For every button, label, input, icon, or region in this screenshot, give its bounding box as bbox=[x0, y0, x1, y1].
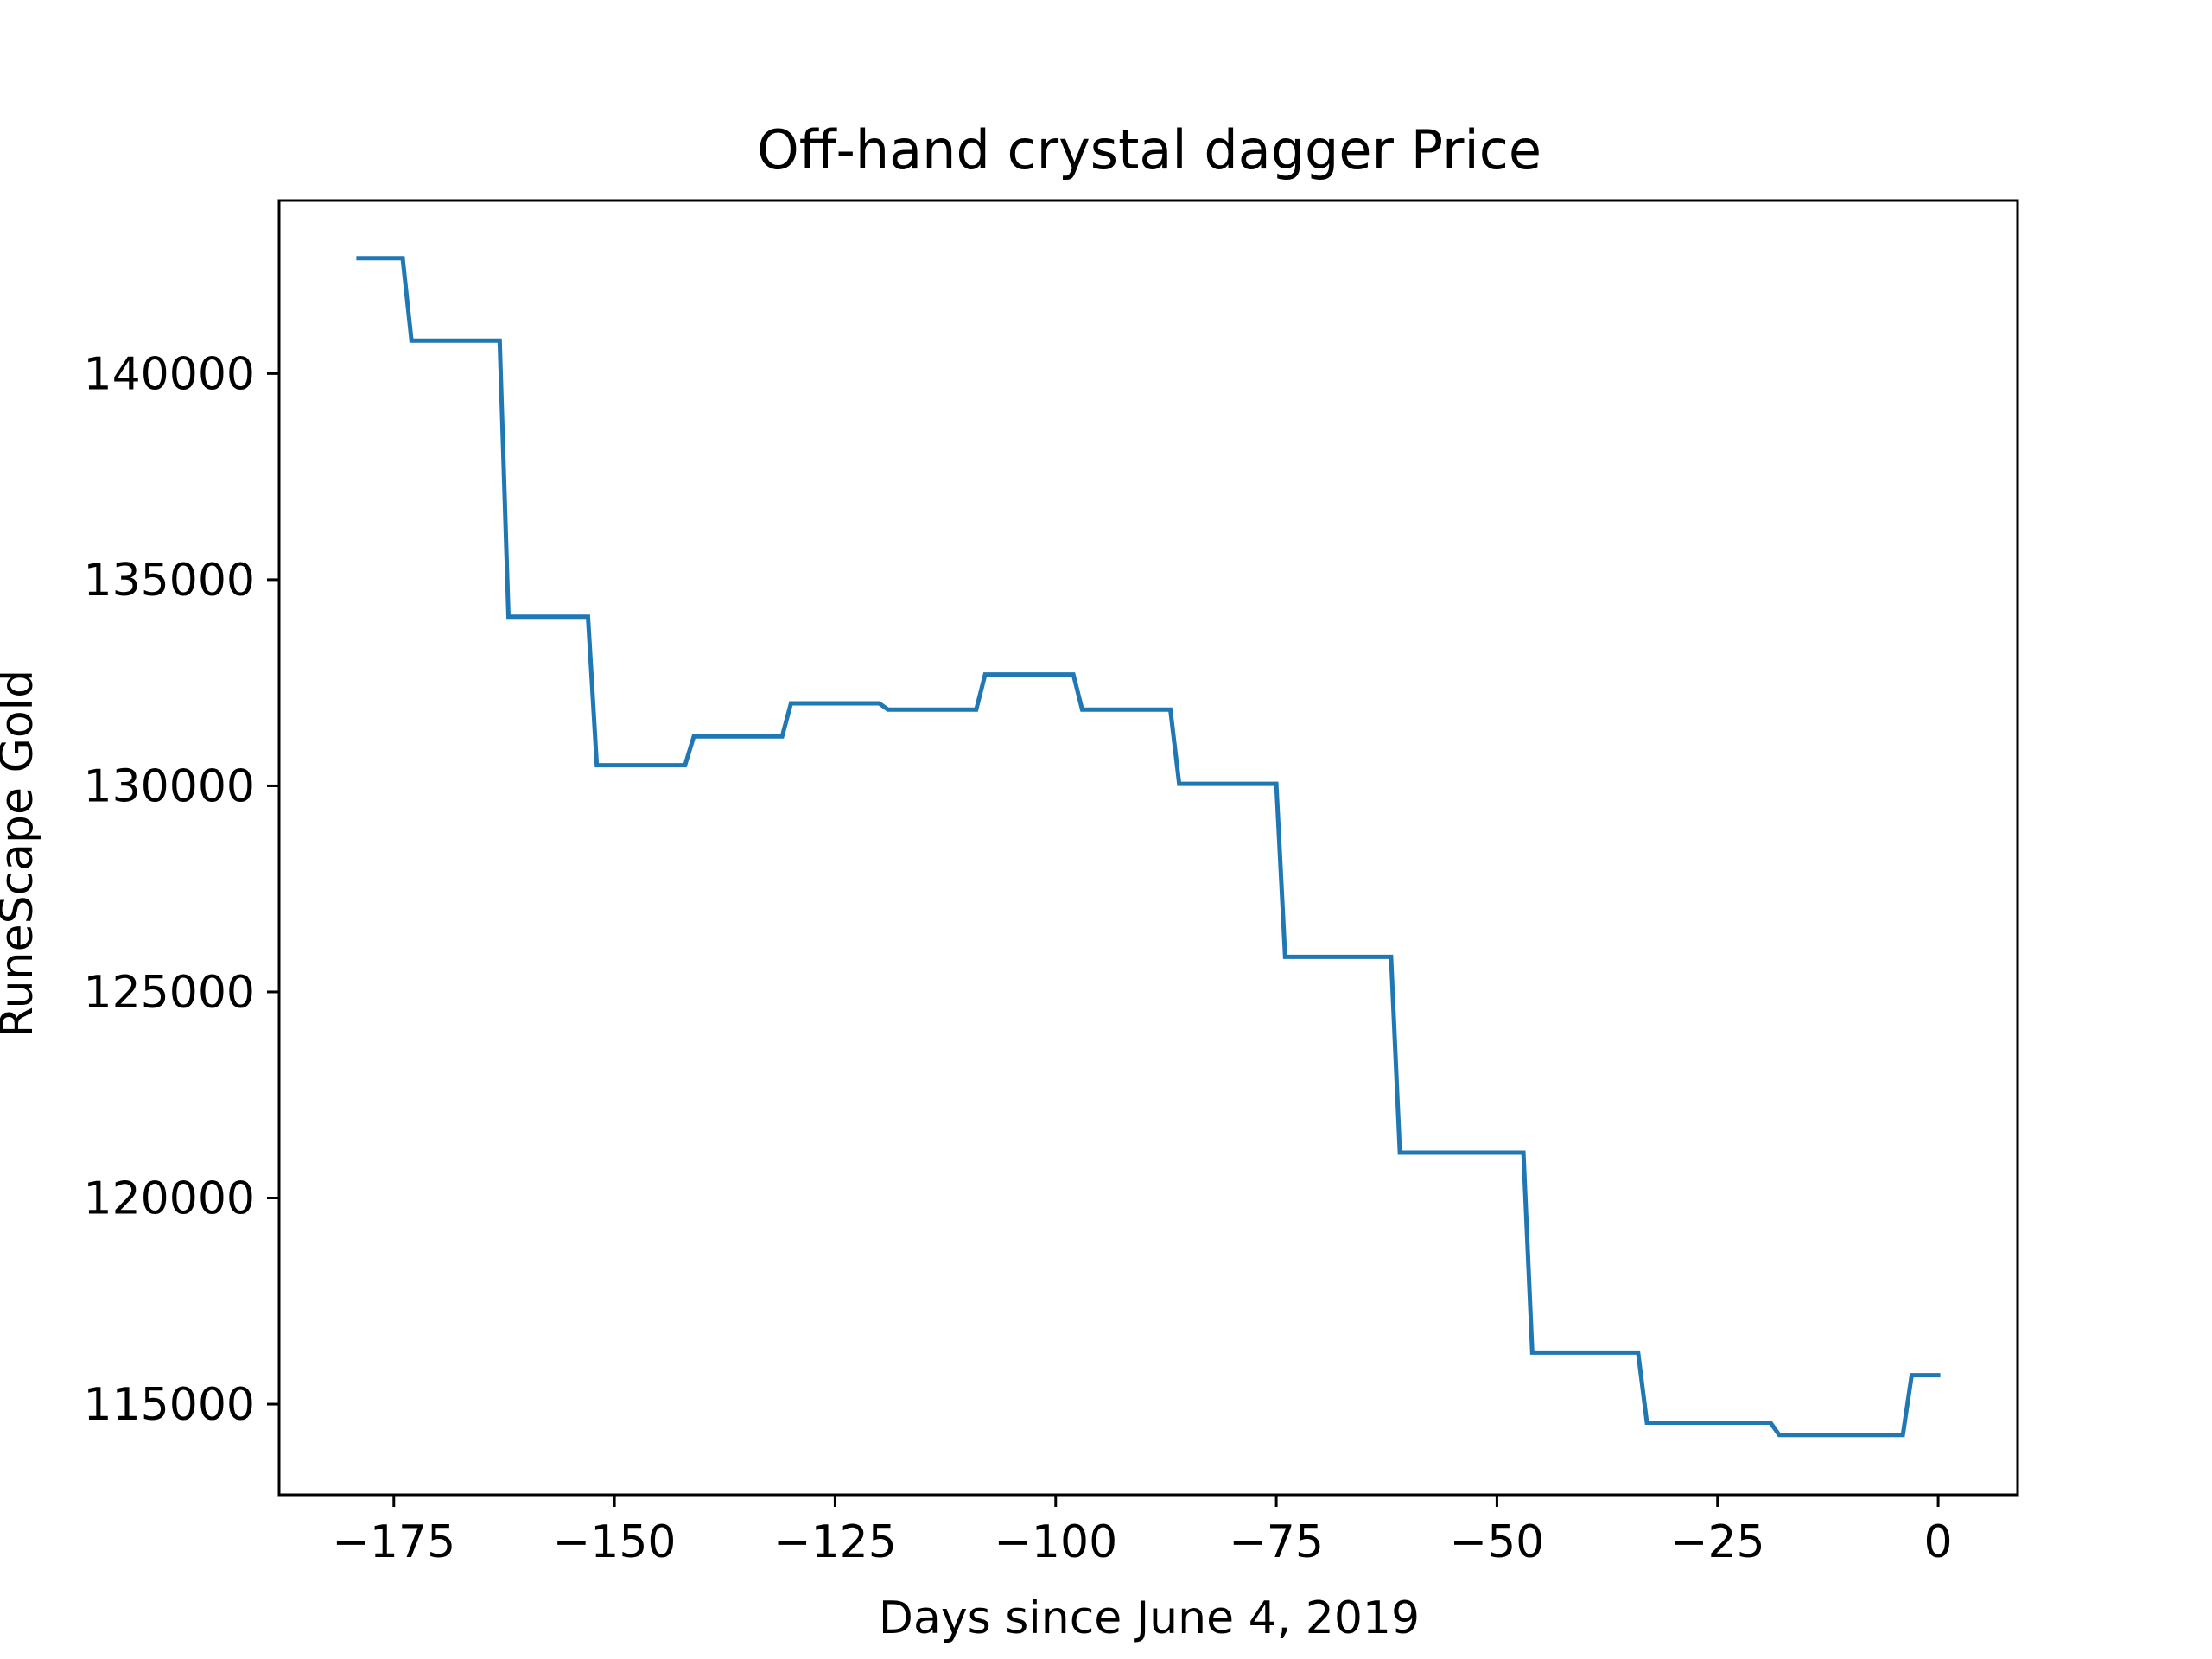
x-tick-label: −25 bbox=[1670, 1516, 1765, 1568]
y-tick-label: 140000 bbox=[83, 348, 255, 400]
series-line-0 bbox=[356, 256, 1941, 1438]
plot-area: −175 −150 −125 −100 −75 −50 −25 0 115000 120000 12… bbox=[83, 199, 2019, 1568]
y-tick-label: 130000 bbox=[83, 760, 255, 812]
x-tick-label: 0 bbox=[1924, 1516, 1953, 1568]
y-axis-label: RuneScape Gold bbox=[0, 670, 43, 1038]
y-tick-label: 135000 bbox=[83, 555, 255, 607]
x-tick-label: −75 bbox=[1229, 1516, 1324, 1568]
x-tick-label: −50 bbox=[1450, 1516, 1545, 1568]
x-tick-label: −175 bbox=[332, 1516, 455, 1568]
x-axis-label: Days since June 4, 2019 bbox=[879, 1592, 1420, 1644]
chart-title: Off-hand crystal dagger Price bbox=[757, 118, 1541, 181]
plot-frame bbox=[277, 199, 2019, 1497]
x-tick-label: −125 bbox=[773, 1516, 897, 1568]
y-tick-label: 120000 bbox=[83, 1173, 255, 1225]
y-tick-label: 115000 bbox=[83, 1379, 255, 1431]
x-tick-label: −150 bbox=[553, 1516, 677, 1568]
y-tick-label: 125000 bbox=[83, 967, 255, 1019]
x-tick-label: −100 bbox=[994, 1516, 1117, 1568]
